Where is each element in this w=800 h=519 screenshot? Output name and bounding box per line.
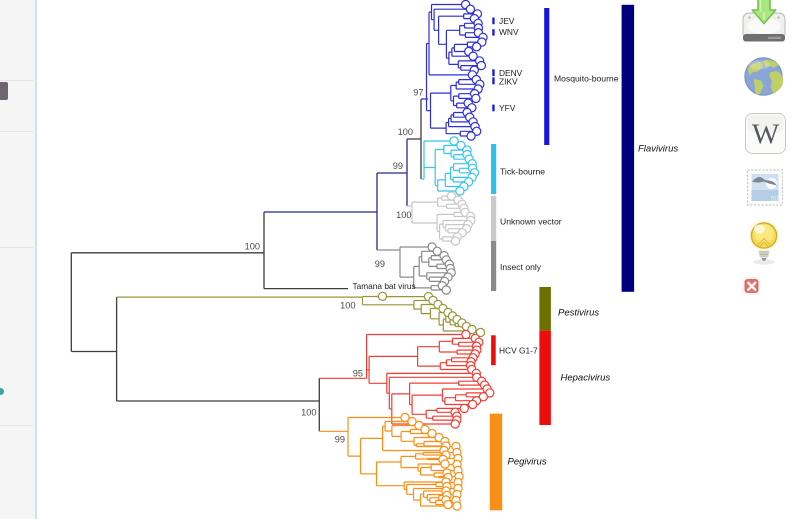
svg-text:99: 99 [393,161,403,171]
svg-text:100: 100 [301,408,316,418]
svg-text:Tamana bat virus: Tamana bat virus [353,281,416,291]
svg-text:97: 97 [413,88,423,98]
svg-text:95: 95 [353,369,363,379]
svg-text:Pestivirus: Pestivirus [558,308,599,319]
svg-text:Unknown vector: Unknown vector [500,217,562,227]
svg-text:99: 99 [335,435,345,445]
svg-text:Hepacivirus: Hepacivirus [561,373,611,384]
svg-text:Mosquito-bourne: Mosquito-bourne [554,74,619,84]
svg-text:DENV: DENV [499,68,523,78]
svg-text:W: W [752,119,780,151]
svg-text:99: 99 [375,259,385,269]
svg-text:100: 100 [396,210,411,220]
svg-text:100: 100 [245,242,260,252]
svg-text:Tick-bourne: Tick-bourne [500,167,545,177]
svg-text:50: 50 [771,196,779,203]
svg-text:YFV: YFV [499,103,516,113]
svg-text:ZIKV: ZIKV [499,77,518,87]
svg-text:100: 100 [340,301,355,311]
svg-text:Flavivirus: Flavivirus [638,144,678,155]
svg-text:Insect only: Insect only [500,262,542,272]
svg-text:Pegivirus: Pegivirus [508,457,547,468]
svg-text:HCV G1-7: HCV G1-7 [499,345,538,355]
svg-text:100: 100 [398,127,413,137]
svg-text:WNV: WNV [499,27,519,37]
svg-text:JEV: JEV [499,16,515,26]
